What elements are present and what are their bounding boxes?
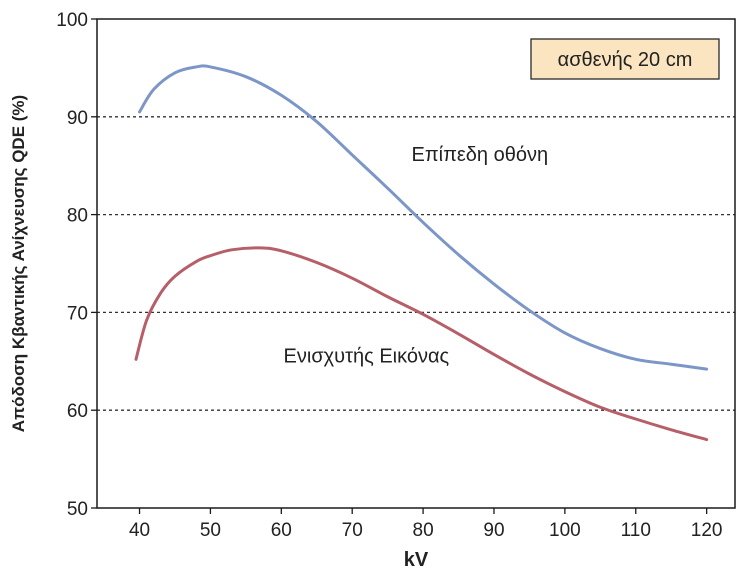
axes — [96, 18, 736, 509]
x-axis-label: kV — [404, 549, 429, 571]
annotation-flat-panel: Επίπεδη οθόνη — [411, 144, 548, 166]
y-tick-label: 80 — [67, 206, 88, 227]
patient-thickness-box: ασθενής 20 cm — [530, 38, 720, 80]
y-tick-label: 60 — [67, 401, 88, 422]
x-tick-label: 80 — [413, 520, 434, 541]
x-tick-label: 40 — [129, 520, 150, 541]
patient-thickness-box-frame — [530, 38, 720, 80]
flat-panel-curve — [138, 64, 709, 371]
patient-thickness-label: ασθενής 20 cm — [558, 49, 693, 71]
y-tick-label: 100 — [56, 10, 88, 31]
series-layer — [134, 64, 709, 442]
x-tick-label: 90 — [483, 520, 504, 541]
x-tick-label: 100 — [549, 520, 581, 541]
y-tick-label: 50 — [67, 499, 88, 520]
x-tick-label: 110 — [621, 520, 651, 541]
y-tick-label: 90 — [67, 108, 88, 129]
x-tick-label: 120 — [691, 520, 723, 541]
x-tick-label: 60 — [271, 520, 292, 541]
annotation-image-intensifier: Ενισχυτής Εικόνας — [284, 345, 450, 367]
x-tick-label: 50 — [200, 520, 221, 541]
x-tick-label: 70 — [342, 520, 363, 541]
plot-frame — [96, 18, 736, 509]
y-axis-label: Απόδοση Κβαντικής Ανίχνευσης QDE (%) — [9, 95, 28, 432]
tick-labels: 50 60 70 80 90 100 40 50 60 70 80 90 100 110 120 — [56, 10, 722, 541]
image-intensifier-curve — [134, 246, 709, 442]
y-tick-label: 70 — [67, 303, 88, 324]
